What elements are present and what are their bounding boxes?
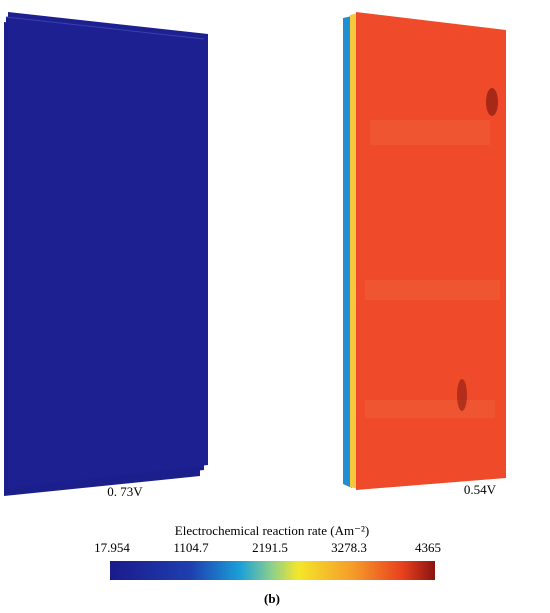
panel-label: 0. 73V xyxy=(107,484,143,499)
caption: (b) xyxy=(264,591,280,606)
panel-label: 0.54V xyxy=(464,482,497,497)
colorbar xyxy=(110,561,435,580)
panel-right xyxy=(343,12,506,490)
colorbar-tick-label: 1104.7 xyxy=(173,540,209,555)
colorbar-ticks: 17.954 1104.7 2191.5 3278.3 4365 xyxy=(94,540,441,555)
panel-left xyxy=(4,12,208,496)
colorbar-tick-label: 4365 xyxy=(415,540,441,555)
colorbar-title: Electrochemical reaction rate (Am⁻²) xyxy=(175,523,369,538)
colorbar-tick-label: 17.954 xyxy=(94,540,130,555)
colorbar-tick-label: 3278.3 xyxy=(331,540,367,555)
colorbar-tick-label: 2191.5 xyxy=(252,540,288,555)
